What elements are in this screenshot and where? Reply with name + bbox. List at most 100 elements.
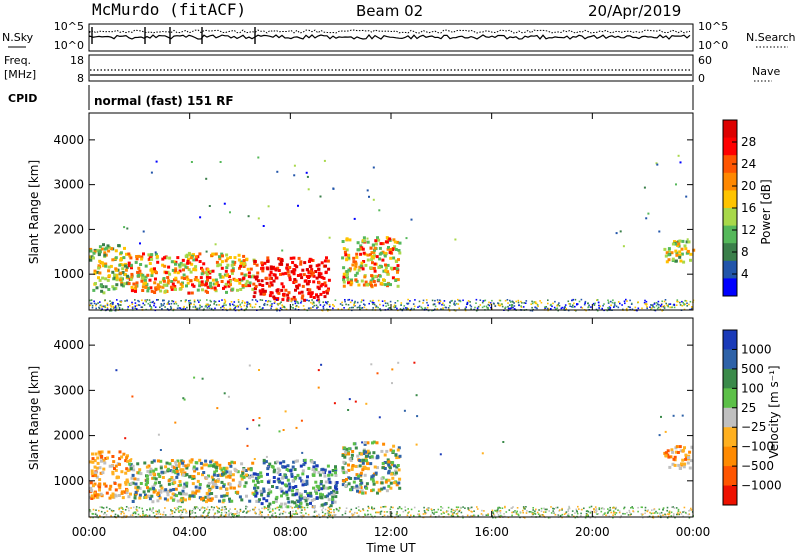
echo-cell — [218, 273, 222, 277]
echo-cell — [105, 491, 109, 495]
near-range-cell — [357, 506, 360, 508]
near-range-cell — [434, 299, 436, 302]
echo-cell — [301, 469, 305, 473]
echo-cell — [90, 489, 94, 493]
echo-cell — [327, 278, 331, 282]
echo-cell — [349, 283, 353, 287]
echo-cell — [277, 291, 281, 295]
echo-cell — [96, 270, 100, 274]
echo-cell — [102, 467, 106, 471]
near-range-cell — [374, 306, 377, 309]
near-range-cell — [513, 305, 516, 307]
near-range-cell — [534, 510, 536, 512]
x-tick-label: 00:00 — [72, 525, 107, 539]
echo-cell — [134, 287, 138, 291]
near-range-cell — [239, 508, 242, 511]
near-range-cell — [440, 506, 442, 508]
near-range-cell — [656, 512, 659, 514]
echo-cell — [242, 254, 246, 258]
near-range-cell — [670, 511, 673, 514]
echo-cell — [98, 483, 102, 487]
echo-cell — [221, 254, 224, 258]
near-range-cell — [610, 511, 612, 514]
near-range-cell — [199, 304, 201, 307]
echo-cell — [272, 480, 276, 484]
near-range-cell — [665, 302, 667, 305]
echo-cell — [233, 260, 237, 264]
near-range-cell — [477, 305, 480, 308]
echo-cell — [209, 464, 213, 468]
echo-cell — [98, 250, 102, 254]
near-range-cell — [607, 299, 609, 302]
near-range-cell — [238, 512, 241, 514]
echo-cell — [202, 471, 206, 474]
echo-cell — [114, 268, 118, 272]
echo-cell — [362, 452, 366, 455]
echo-cell — [229, 464, 233, 468]
echo-cell — [312, 465, 316, 469]
echo-cell — [231, 478, 235, 482]
near-range-cell — [186, 306, 188, 309]
echo-cell — [342, 460, 346, 464]
echo-cell — [398, 486, 402, 490]
near-range-cell — [296, 513, 299, 515]
near-range-cell — [499, 510, 502, 512]
echo-cell — [108, 487, 112, 491]
echo-cell — [174, 267, 178, 271]
echo-cell — [194, 255, 198, 259]
echo-cell — [107, 288, 111, 291]
near-range-cell — [475, 309, 478, 312]
near-range-cell — [182, 510, 184, 512]
echo-cell — [109, 494, 113, 498]
near-range-cell — [388, 510, 391, 513]
echo-cell — [192, 467, 196, 471]
sparse-echo-cell — [405, 237, 408, 240]
near-range-cell — [547, 307, 550, 310]
echo-cell — [178, 265, 182, 269]
echo-cell — [378, 257, 382, 261]
echo-cell — [182, 273, 186, 277]
echo-cell — [143, 279, 147, 282]
echo-cell — [320, 261, 324, 265]
near-range-cell — [261, 511, 263, 514]
near-range-cell — [313, 511, 316, 513]
echo-cell — [372, 266, 376, 270]
echo-cell — [106, 456, 109, 460]
echo-cell — [320, 503, 324, 507]
near-range-cell — [297, 306, 300, 308]
echo-cell — [222, 484, 226, 488]
near-range-cell — [384, 300, 386, 302]
near-range-cell — [661, 309, 663, 312]
echo-cell — [266, 480, 270, 484]
echo-cell — [348, 238, 352, 242]
near-range-cell — [673, 507, 676, 509]
near-range-cell — [554, 513, 557, 516]
echo-cell — [152, 490, 156, 494]
near-range-cell — [99, 506, 101, 508]
echo-cell — [95, 286, 99, 290]
echo-cell — [283, 483, 287, 487]
echo-cell — [685, 251, 689, 255]
colorbar-swatch — [723, 243, 737, 262]
echo-cell — [359, 473, 363, 477]
near-range-cell — [448, 305, 451, 307]
echo-cell — [113, 482, 117, 485]
near-range-cell — [515, 511, 518, 514]
echo-cell — [312, 505, 316, 508]
echo-cell — [174, 260, 178, 264]
near-range-cell — [563, 306, 566, 308]
echo-cell — [161, 263, 165, 267]
echo-cell — [363, 473, 367, 477]
echo-cell — [360, 481, 364, 485]
echo-cell — [209, 460, 213, 464]
echo-cell — [373, 465, 377, 469]
near-range-cell — [164, 306, 166, 308]
near-range-cell — [303, 308, 306, 310]
echo-cell — [663, 451, 667, 455]
echo-cell — [331, 495, 335, 499]
echo-cell — [356, 476, 360, 480]
echo-cell — [322, 469, 325, 473]
echo-cell — [363, 239, 366, 243]
echo-cell — [142, 252, 145, 256]
